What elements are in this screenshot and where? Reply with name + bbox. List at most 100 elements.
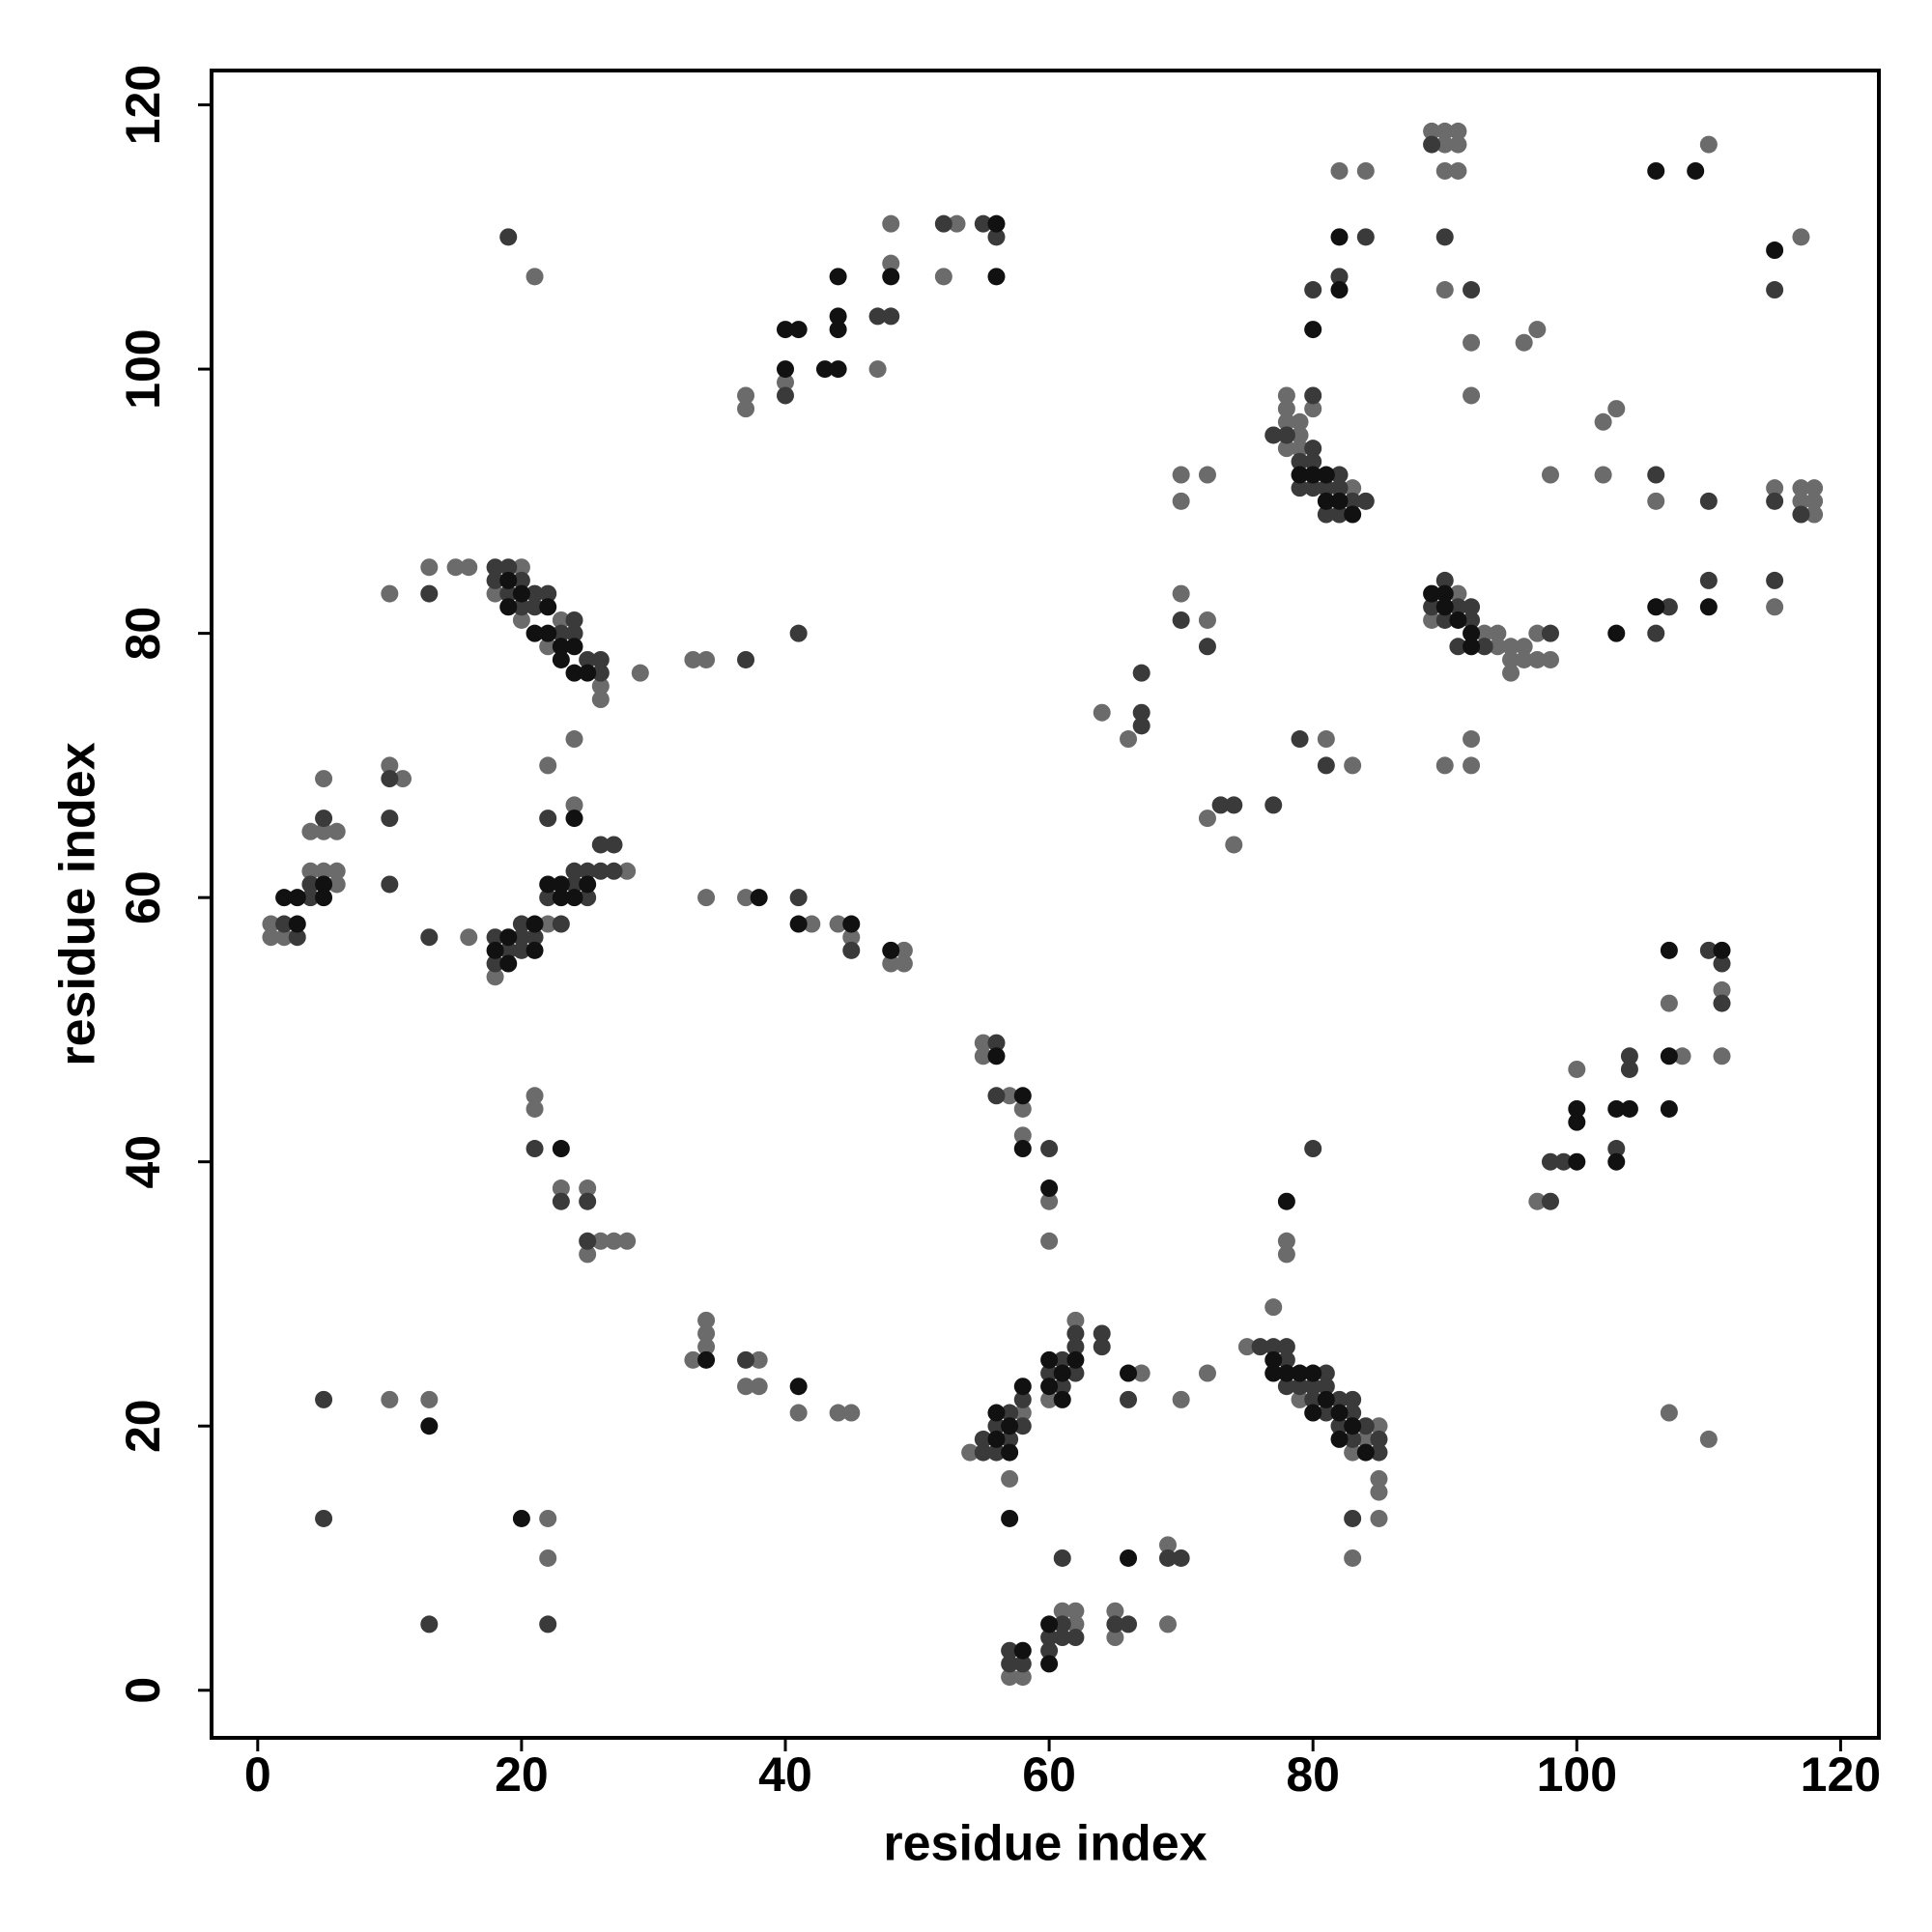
point [1463, 333, 1481, 352]
point [1766, 598, 1784, 616]
point [591, 1232, 610, 1250]
point [1277, 1245, 1295, 1264]
point [1792, 505, 1810, 524]
point [1264, 796, 1283, 814]
point [776, 386, 794, 405]
point [1370, 1483, 1388, 1501]
points [262, 122, 1824, 1687]
point [974, 1047, 992, 1065]
point [1330, 268, 1349, 286]
point [486, 571, 504, 589]
y-tick-label: 20 [116, 1399, 170, 1453]
point [1106, 1602, 1124, 1620]
point [565, 796, 583, 814]
point [301, 862, 320, 880]
point [1435, 584, 1454, 603]
point [526, 624, 544, 642]
point [1660, 1047, 1678, 1065]
point [539, 1548, 557, 1567]
point [526, 928, 544, 947]
point [1528, 624, 1547, 642]
point [1766, 571, 1784, 589]
point [1198, 466, 1216, 484]
point [948, 214, 966, 233]
point [1344, 756, 1362, 775]
point [1449, 584, 1467, 603]
point [512, 1509, 530, 1527]
point [1132, 703, 1151, 722]
point [1277, 1232, 1295, 1250]
point [1158, 1615, 1177, 1634]
point [1502, 650, 1520, 668]
point [591, 664, 610, 682]
point [499, 598, 518, 616]
point [526, 1099, 544, 1118]
point [1647, 624, 1665, 642]
point [1330, 492, 1349, 510]
point [1370, 1469, 1388, 1488]
point [1093, 1324, 1111, 1343]
point [1699, 571, 1718, 589]
point [1013, 1087, 1032, 1105]
point [882, 307, 900, 326]
point [1066, 1350, 1085, 1369]
point [829, 915, 847, 933]
point [1435, 571, 1454, 589]
point [1792, 479, 1810, 497]
point [1344, 1417, 1362, 1435]
point [1264, 426, 1283, 444]
point [1344, 1443, 1362, 1462]
point [1277, 400, 1295, 418]
point [565, 730, 583, 749]
point [1317, 505, 1335, 524]
plot-frame [210, 69, 1881, 1740]
point [789, 1404, 808, 1422]
point [1304, 440, 1322, 458]
point [882, 268, 900, 286]
point [1699, 135, 1718, 154]
point [987, 1404, 1006, 1422]
point [1053, 1615, 1071, 1634]
point [1172, 1390, 1190, 1408]
point [829, 268, 847, 286]
point [1344, 1404, 1362, 1422]
point [486, 968, 504, 986]
point [1713, 1047, 1731, 1065]
point [829, 1404, 847, 1422]
point [1317, 466, 1335, 484]
point [381, 875, 399, 894]
point [1423, 611, 1441, 629]
point [1211, 796, 1230, 814]
y-tick-label: 80 [116, 607, 170, 661]
point [1304, 1140, 1322, 1158]
point [512, 584, 530, 603]
point [420, 558, 439, 577]
point [1013, 1655, 1032, 1673]
point [1344, 479, 1362, 497]
point [1330, 505, 1349, 524]
point [1158, 1548, 1177, 1567]
point [539, 889, 557, 907]
point [1040, 1350, 1059, 1369]
x-tick-label: 120 [1801, 1747, 1881, 1802]
point [1040, 1655, 1059, 1673]
point [1356, 228, 1375, 246]
point [605, 836, 623, 854]
point [1304, 1378, 1322, 1396]
point [499, 558, 518, 577]
point [842, 915, 861, 933]
point [1225, 796, 1243, 814]
point [750, 889, 768, 907]
point [1344, 1548, 1362, 1567]
point [1502, 638, 1520, 656]
point [1277, 412, 1295, 431]
point [789, 321, 808, 339]
point [1568, 1060, 1586, 1078]
point [1317, 479, 1335, 497]
point [776, 360, 794, 379]
point [1304, 466, 1322, 484]
point [1066, 1311, 1085, 1329]
point [1330, 1430, 1349, 1448]
y-axis-title: residue index [50, 742, 106, 1065]
point [539, 584, 557, 603]
